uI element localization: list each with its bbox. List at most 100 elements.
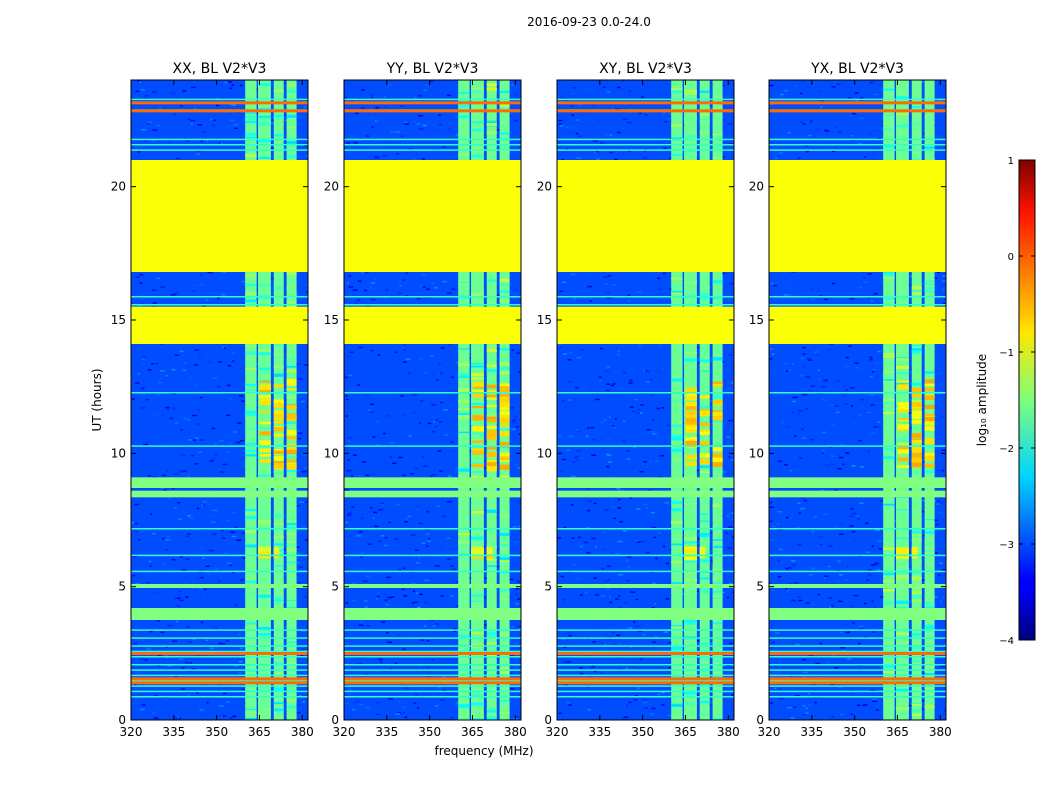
heatmap-cell <box>358 620 363 623</box>
heatmap-cell <box>896 117 909 119</box>
heatmap-cell <box>824 718 827 720</box>
heatmap-cell <box>684 691 697 695</box>
heatmap-cell <box>209 549 214 552</box>
heatmap-cell <box>774 157 778 160</box>
heatmap-cell <box>395 131 400 133</box>
heatmap-cell <box>235 441 241 444</box>
rfi-line <box>557 645 734 647</box>
heatmap-cell <box>171 381 176 384</box>
heatmap-cell <box>137 373 141 375</box>
heatmap-cell <box>370 299 376 301</box>
heatmap-cell <box>712 659 723 662</box>
heatmap-cell <box>173 717 178 719</box>
heatmap-cell <box>911 705 922 707</box>
heatmap-cell <box>440 347 445 349</box>
heatmap-hotspot <box>273 410 284 416</box>
rfi-line <box>131 645 308 647</box>
heatmap-cell <box>681 692 685 695</box>
heatmap-cell <box>623 716 629 719</box>
heatmap-cell <box>863 156 867 158</box>
heatmap-cell <box>802 713 807 716</box>
heatmap-cell <box>216 297 220 300</box>
heatmap-cell <box>362 580 368 583</box>
heatmap-cell <box>896 514 909 518</box>
heatmap-cell <box>297 432 303 434</box>
heatmap-cell <box>486 131 497 134</box>
heatmap-cell <box>198 354 202 356</box>
heatmap-cell <box>223 347 227 349</box>
heatmap-cell <box>804 707 808 710</box>
heatmap-cell <box>471 373 484 377</box>
heatmap-cell <box>431 282 434 285</box>
heatmap-cell <box>851 113 856 115</box>
heatmap-cell <box>801 117 805 119</box>
heatmap-cell <box>453 630 457 632</box>
heatmap-cell <box>165 406 170 409</box>
heatmap-cell <box>896 713 909 715</box>
rfi-line-strong <box>131 681 308 685</box>
heatmap-hotspot <box>499 430 510 437</box>
heatmap-cell <box>357 474 361 477</box>
heatmap-cell <box>414 549 419 552</box>
heatmap-cell <box>883 398 895 403</box>
heatmap-cell <box>414 693 419 696</box>
heatmap-cell <box>346 282 350 284</box>
heatmap-cell <box>199 284 205 286</box>
heatmap-cell <box>427 537 431 540</box>
heatmap-cell <box>848 515 854 518</box>
heatmap-cell <box>245 368 257 371</box>
heatmap-cell <box>571 114 574 117</box>
heatmap-cell <box>306 291 308 294</box>
heatmap-cell <box>810 530 815 533</box>
panel-heatmap <box>557 80 734 720</box>
heatmap-cell <box>486 715 497 717</box>
rfi-line-strong <box>344 101 521 105</box>
heatmap-cell <box>499 104 510 107</box>
heatmap-cell <box>437 363 441 365</box>
heatmap-hotspot <box>699 395 710 399</box>
heatmap-cell <box>499 552 510 555</box>
heatmap-cell <box>619 520 623 523</box>
heatmap-cell <box>372 517 375 519</box>
heatmap-cell <box>808 359 813 361</box>
heatmap-cell <box>872 132 875 135</box>
heatmap-cell <box>365 542 371 544</box>
heatmap-cell <box>804 145 809 147</box>
heatmap-cell <box>415 409 420 411</box>
heatmap-cell <box>189 517 194 519</box>
heatmap-cell <box>471 594 484 597</box>
heatmap-cell <box>151 519 156 522</box>
heatmap-cell <box>872 642 875 645</box>
heatmap-cell <box>699 700 710 703</box>
heatmap-cell <box>787 706 793 709</box>
heatmap-cell <box>863 87 866 89</box>
heatmap-cell <box>229 87 233 90</box>
heatmap-cell <box>202 501 208 503</box>
heatmap-cell <box>851 689 854 692</box>
heatmap-cell <box>273 89 284 92</box>
heatmap-cell <box>941 449 946 452</box>
heatmap-cell <box>440 699 445 701</box>
heatmap-cell <box>371 288 377 290</box>
heatmap-cell <box>458 348 470 350</box>
heatmap-cell <box>219 142 223 145</box>
heatmap-cell <box>413 121 417 123</box>
heatmap-cell <box>134 659 138 662</box>
heatmap-cell <box>823 379 827 382</box>
heatmap-cell <box>258 115 271 118</box>
heatmap-cell <box>911 382 922 386</box>
heatmap-cell <box>206 565 210 567</box>
heatmap-cell <box>658 343 663 346</box>
heatmap-cell <box>456 380 460 383</box>
heatmap-cell <box>791 564 797 566</box>
heatmap-cell <box>258 627 271 631</box>
heatmap-cell <box>684 358 697 362</box>
rfi-line <box>344 149 521 151</box>
heatmap-cell <box>402 415 406 417</box>
heatmap-cell <box>684 89 697 93</box>
heatmap-cell <box>870 689 876 692</box>
heatmap-cell <box>671 448 683 453</box>
heatmap-cell <box>348 436 352 439</box>
rfi-line <box>557 149 734 151</box>
heatmap-cell <box>883 128 895 132</box>
